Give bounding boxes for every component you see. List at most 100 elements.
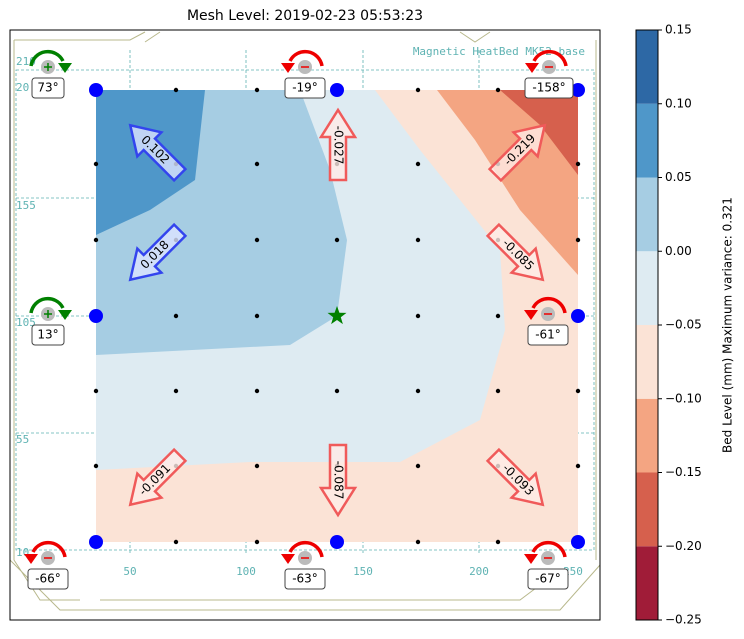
mesh-point: [334, 388, 340, 394]
rotation-head: [281, 554, 295, 564]
colorbar-tick-label: 0.05: [665, 170, 692, 184]
mesh-point: [173, 539, 179, 545]
offset-arrow: [128, 447, 188, 507]
colorbar-tick-label: −0.05: [665, 318, 702, 332]
rotation-head: [524, 310, 538, 320]
rotation-arc: [29, 296, 65, 314]
mesh-point: [254, 87, 260, 93]
rotation-arc: [531, 296, 567, 314]
probe-point: [89, 309, 103, 323]
screw-label: -19°: [292, 81, 318, 95]
rotation-head: [281, 63, 295, 73]
bed-outline: [9, 31, 601, 611]
probe-point: [330, 535, 344, 549]
screw-label: -63°: [292, 572, 318, 586]
rotation-head: [524, 554, 538, 564]
offset-label: -0.087: [332, 461, 346, 500]
mesh-point: [254, 388, 260, 394]
screw-label-box: [284, 568, 326, 590]
mesh-point: [254, 161, 260, 167]
rotation-head: [58, 63, 72, 73]
mesh-point: [254, 463, 260, 469]
colorbar-label: Bed Level (mm) Maximum variance: 0.321: [721, 197, 735, 453]
offset-arrow: [487, 123, 547, 183]
screw-label-box: [284, 77, 326, 99]
offset-arrow: [485, 222, 545, 282]
offset-arrow: [128, 222, 188, 282]
mesh-point: [173, 388, 179, 394]
screw-label-box: [27, 568, 69, 590]
mesh-point: [575, 237, 581, 243]
bed-x-label: 150: [353, 565, 373, 578]
mesh-point: [93, 388, 99, 394]
probe-point: [330, 83, 344, 97]
bed-y-label: 105: [16, 316, 36, 329]
center-star: [327, 306, 347, 325]
rotation-arc: [31, 540, 67, 558]
colorbar-tick-label: 0.15: [665, 23, 692, 37]
bed-y-label: 55: [16, 433, 29, 446]
offset-arrow: [128, 123, 188, 183]
colorbar-band: [636, 177, 658, 252]
mesh-point: [415, 388, 421, 394]
probe-point: [571, 535, 585, 549]
screw-label-box: [527, 324, 569, 346]
screw-label-box: [527, 568, 569, 590]
mesh-point: [415, 237, 421, 243]
mesh-point: [173, 313, 179, 319]
screw-label-box: [31, 324, 65, 346]
mesh-point: [254, 539, 260, 545]
screw-label: -61°: [535, 328, 561, 342]
mesh-point: [415, 539, 421, 545]
colorbar-tick-label: −0.20: [665, 539, 702, 553]
screw-label: -66°: [35, 572, 61, 586]
mesh-point: [93, 237, 99, 243]
offset-arrow: [485, 447, 545, 507]
mesh-point: [575, 161, 581, 167]
screw-label-box: [524, 77, 574, 99]
rotation-arc: [29, 49, 65, 67]
rotation-arc: [288, 540, 324, 558]
colorbar-band: [636, 398, 658, 473]
screw-label-box: [31, 77, 65, 99]
chart-title: Mesh Level: 2019-02-23 05:53:23: [187, 8, 423, 24]
offset-arrow: [318, 443, 358, 518]
colorbar-band: [636, 103, 658, 178]
mesh-point: [575, 463, 581, 469]
contour-band: [96, 90, 205, 235]
offset-arrow: [318, 107, 358, 182]
screw-label: -158°: [532, 81, 565, 95]
rotation-head: [58, 310, 72, 320]
colorbar-band: [636, 546, 658, 620]
bed-y-label: 155: [16, 199, 36, 212]
mesh-point: [495, 87, 501, 93]
mesh-point: [173, 87, 179, 93]
mesh-point: [415, 463, 421, 469]
mesh-point: [254, 313, 260, 319]
probe-point: [89, 83, 103, 97]
colorbar-tick-label: 0.00: [665, 244, 692, 258]
screw-label: 13°: [37, 328, 58, 342]
rotation-arc: [288, 49, 324, 67]
bed-x-label: 200: [469, 565, 489, 578]
mesh-point: [254, 237, 260, 243]
mesh-point: [334, 237, 340, 243]
mesh-point: [415, 313, 421, 319]
colorbar-tick-label: −0.10: [665, 391, 702, 405]
contour-band: [500, 90, 578, 175]
colorbar-tick-label: −0.25: [665, 613, 702, 627]
colorbar-band: [636, 325, 658, 399]
mesh-point: [575, 388, 581, 394]
colorbar-tick-label: 0.10: [665, 96, 692, 110]
mesh-point: [415, 87, 421, 93]
colorbar-band: [636, 30, 658, 104]
colorbar-band: [636, 472, 658, 547]
bed-x-label: 100: [236, 565, 256, 578]
mesh-point: [93, 161, 99, 167]
rotation-arc: [531, 540, 567, 558]
probe-point: [89, 535, 103, 549]
mesh-point: [495, 539, 501, 545]
mesh-point: [495, 388, 501, 394]
offset-label: -0.027: [332, 126, 346, 165]
